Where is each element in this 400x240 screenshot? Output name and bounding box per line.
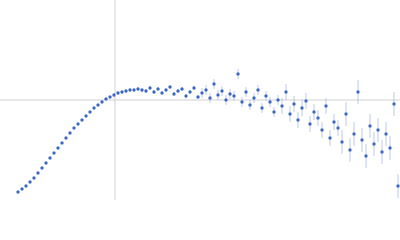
data-point bbox=[164, 88, 168, 92]
data-point bbox=[320, 128, 324, 132]
data-point bbox=[348, 148, 352, 152]
data-point bbox=[268, 100, 272, 104]
data-point bbox=[288, 112, 292, 116]
data-point bbox=[316, 116, 320, 120]
data-point bbox=[204, 88, 208, 92]
data-point bbox=[80, 118, 84, 122]
data-point bbox=[280, 104, 284, 108]
data-point bbox=[284, 90, 288, 94]
data-point bbox=[140, 88, 144, 92]
data-point bbox=[252, 96, 256, 100]
data-point bbox=[272, 110, 276, 114]
data-point bbox=[128, 88, 132, 92]
data-point bbox=[172, 92, 176, 96]
data-point bbox=[312, 110, 316, 114]
data-point bbox=[68, 131, 72, 135]
data-point bbox=[144, 89, 148, 93]
data-point bbox=[152, 90, 156, 94]
data-point bbox=[108, 95, 112, 99]
data-point bbox=[228, 92, 232, 96]
data-point bbox=[52, 151, 56, 155]
data-point bbox=[388, 146, 392, 150]
data-point bbox=[376, 128, 380, 132]
data-point bbox=[176, 89, 180, 93]
data-point bbox=[308, 122, 312, 126]
data-point bbox=[160, 91, 164, 95]
data-point bbox=[124, 89, 128, 93]
data-point bbox=[304, 99, 308, 103]
data-point bbox=[40, 166, 44, 170]
data-point bbox=[188, 90, 192, 94]
data-point bbox=[364, 154, 368, 158]
data-point bbox=[20, 187, 24, 191]
data-point bbox=[372, 142, 376, 146]
data-point bbox=[356, 90, 360, 94]
data-point bbox=[240, 100, 244, 104]
data-point bbox=[216, 93, 220, 97]
data-point bbox=[248, 103, 252, 107]
data-point bbox=[264, 94, 268, 98]
data-point bbox=[328, 136, 332, 140]
data-point bbox=[56, 146, 60, 150]
data-point bbox=[120, 90, 124, 94]
data-point bbox=[84, 114, 88, 118]
chart bbox=[0, 0, 400, 200]
data-point bbox=[136, 87, 140, 91]
data-point bbox=[96, 103, 100, 107]
data-point bbox=[104, 97, 108, 101]
data-point bbox=[392, 102, 396, 106]
data-point bbox=[396, 184, 400, 188]
data-point bbox=[292, 102, 296, 106]
data-point bbox=[76, 122, 80, 126]
data-point bbox=[324, 104, 328, 108]
data-point bbox=[16, 190, 20, 194]
data-point bbox=[232, 94, 236, 98]
data-point bbox=[60, 141, 64, 145]
data-point bbox=[116, 91, 120, 95]
data-point bbox=[224, 98, 228, 102]
data-point bbox=[352, 132, 356, 136]
data-point bbox=[32, 176, 36, 180]
data-point bbox=[48, 156, 52, 160]
data-point bbox=[332, 120, 336, 124]
data-point bbox=[208, 96, 212, 100]
data-point bbox=[168, 85, 172, 89]
data-point bbox=[336, 126, 340, 130]
data-point bbox=[100, 100, 104, 104]
data-point bbox=[28, 180, 32, 184]
data-point bbox=[244, 90, 248, 94]
data-point bbox=[24, 184, 28, 188]
data-point bbox=[300, 106, 304, 110]
data-point bbox=[276, 98, 280, 102]
data-point bbox=[180, 87, 184, 91]
data-point bbox=[132, 88, 136, 92]
data-point bbox=[44, 161, 48, 165]
data-point bbox=[64, 136, 68, 140]
data-point bbox=[36, 171, 40, 175]
data-point bbox=[260, 106, 264, 110]
data-point bbox=[384, 132, 388, 136]
data-point bbox=[196, 95, 200, 99]
data-point bbox=[88, 110, 92, 114]
data-point bbox=[296, 118, 300, 122]
data-point bbox=[344, 112, 348, 116]
data-point bbox=[156, 87, 160, 91]
data-point bbox=[340, 140, 344, 144]
data-point bbox=[360, 138, 364, 142]
data-point bbox=[72, 126, 76, 130]
data-point bbox=[192, 86, 196, 90]
data-point bbox=[92, 106, 96, 110]
data-point bbox=[212, 82, 216, 86]
data-point bbox=[368, 124, 372, 128]
data-point bbox=[148, 86, 152, 90]
data-point bbox=[220, 89, 224, 93]
page: (() => { const data = JSON.parse(documen… bbox=[0, 0, 400, 200]
data-point bbox=[380, 150, 384, 154]
data-point bbox=[112, 93, 116, 97]
data-point bbox=[184, 94, 188, 98]
data-point bbox=[236, 72, 240, 76]
data-point bbox=[200, 91, 204, 95]
data-point bbox=[256, 88, 260, 92]
